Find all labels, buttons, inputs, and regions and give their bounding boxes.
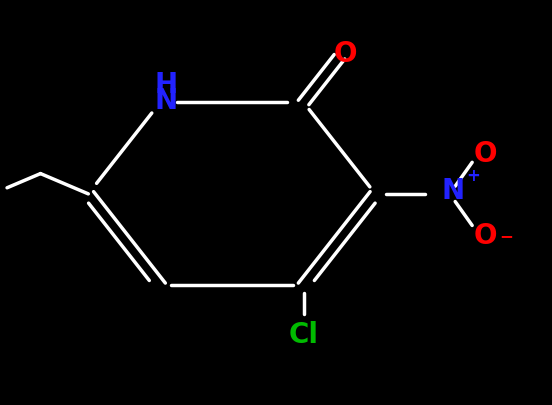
Text: −: − [500, 226, 513, 245]
Text: N: N [441, 177, 464, 204]
Text: H: H [154, 71, 177, 99]
Text: N: N [154, 87, 177, 115]
Text: O: O [474, 222, 497, 249]
Text: O: O [333, 40, 357, 68]
Text: O: O [474, 139, 497, 167]
Text: +: + [466, 166, 480, 184]
Text: Cl: Cl [289, 320, 319, 348]
